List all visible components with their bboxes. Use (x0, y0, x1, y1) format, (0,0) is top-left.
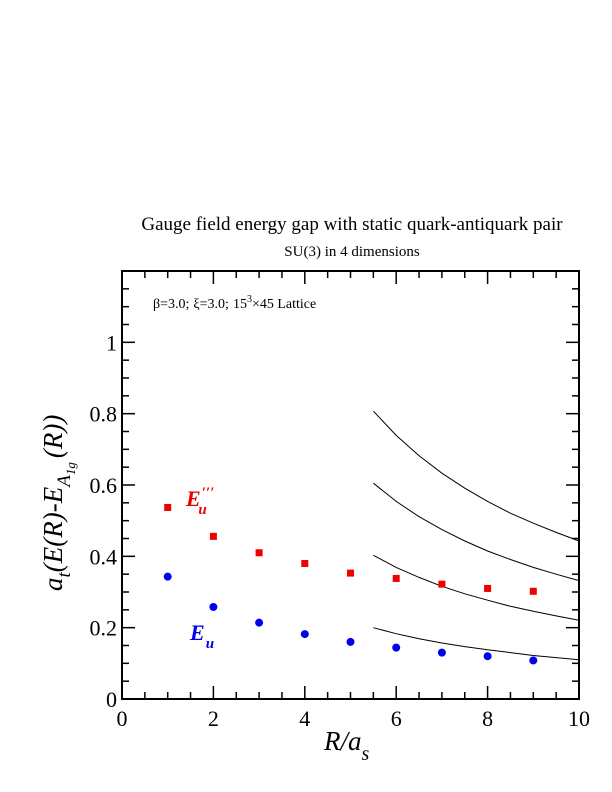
y-tick-label: 0 (106, 687, 117, 712)
x-axis-title-main: R/a (323, 726, 362, 756)
y-axis-sub2: g (63, 462, 78, 469)
label-eu-sub: u (206, 636, 214, 652)
y-tick-label: 1 (106, 330, 117, 355)
lattice-exponent: 3 (247, 294, 252, 305)
beta-value: β=3.0; (153, 297, 189, 312)
data-point-square (209, 532, 217, 540)
series-label-eu-triple-prime: E′′′ u (185, 485, 214, 518)
data-point-circle (346, 637, 355, 646)
y-axis-title: at(E(R)-EA1g (R)) (38, 415, 78, 591)
data-point-square (301, 559, 309, 567)
x-tick-label: 6 (391, 706, 402, 731)
data-point-circle (255, 618, 264, 627)
data-point-circle (483, 652, 492, 661)
fit-curve (373, 627, 580, 661)
x-tick-label: 2 (208, 706, 219, 731)
lattice-size: 15 (233, 297, 247, 312)
data-point-square (529, 587, 537, 595)
y-axis-a: a (38, 578, 68, 592)
y-tick-label: 0.8 (90, 402, 118, 427)
data-point-square (438, 580, 446, 588)
data-point-square (484, 584, 492, 592)
data-point-circle (437, 648, 446, 657)
data-point-circle (392, 643, 401, 652)
data-point-square (255, 549, 263, 557)
y-axis-t: t (54, 572, 75, 578)
y-axis-mid: (E(R)-E (38, 486, 68, 572)
data-point-square (164, 503, 172, 511)
data-point-circle (163, 572, 172, 581)
chart-title: Gauge field energy gap with static quark… (141, 214, 563, 235)
x-tick-label: 10 (568, 706, 590, 731)
fit-curves (373, 410, 580, 661)
x-axis-title-sub: s (362, 743, 370, 765)
y-tick-label: 0.4 (90, 544, 118, 569)
x-tick-label: 8 (482, 706, 493, 731)
lattice-annotation: β=3.0; ξ=3.0; 153×45 Lattice (153, 294, 316, 312)
axis-ticks (121, 270, 580, 700)
lattice-suffix: ×45 Lattice (252, 297, 316, 312)
data-point-circle (529, 656, 538, 665)
y-tick-label: 0.6 (90, 473, 118, 498)
label-eu3-sub: u (198, 502, 206, 518)
fit-curve (373, 410, 580, 542)
series-label-eu: Eu (189, 620, 214, 652)
x-tick-label: 0 (117, 706, 128, 731)
y-axis-a-sub: A (54, 475, 75, 489)
data-point-circle (209, 602, 218, 611)
fit-curve (373, 482, 580, 582)
y-tick-labels: 0 0.2 0.4 0.6 0.8 1 (90, 330, 118, 712)
label-eu3-sup: ′′′ (202, 485, 215, 501)
data-point-square (347, 569, 354, 577)
xi-value: ξ=3.0; (193, 297, 229, 312)
y-axis-sub1: 1 (63, 469, 78, 476)
data-point-square (392, 574, 400, 582)
y-tick-label: 0.2 (90, 616, 118, 641)
x-tick-labels: 0 2 4 6 8 10 (117, 706, 591, 731)
data-point-circle (300, 630, 309, 639)
fit-curve (373, 554, 580, 621)
label-eu-main: E (189, 620, 205, 645)
chart-subtitle: SU(3) in 4 dimensions (284, 244, 420, 260)
x-tick-label: 4 (299, 706, 310, 731)
label-eu3-main: E (185, 486, 201, 511)
x-axis-title: R/as (323, 726, 370, 765)
y-axis-end: (R)) (38, 415, 68, 458)
data-points (163, 503, 538, 665)
